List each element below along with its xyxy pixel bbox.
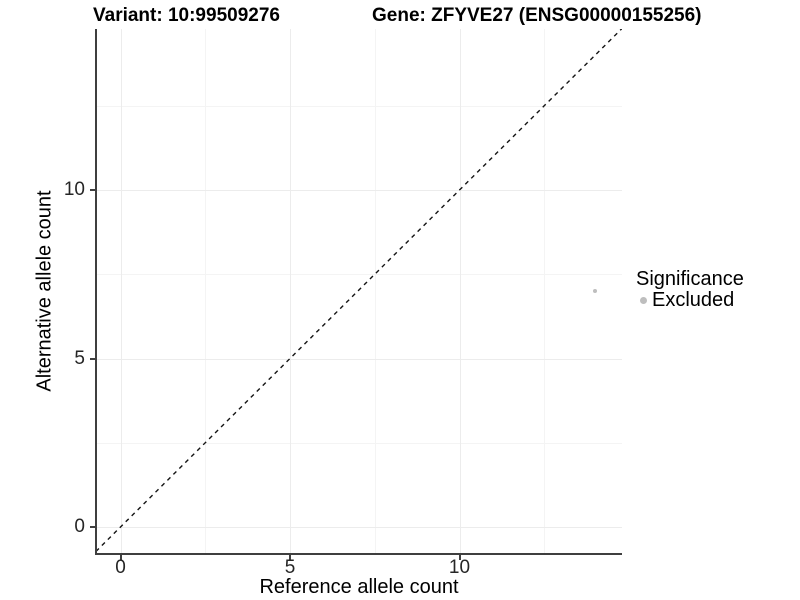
legend-title: Significance xyxy=(636,268,744,290)
x-tick-mark xyxy=(289,555,291,560)
legend: Significance Excluded xyxy=(636,268,744,311)
gridline-major-vertical xyxy=(290,29,291,553)
gridline-minor-vertical xyxy=(205,29,207,553)
x-tick-mark xyxy=(119,555,122,560)
y-tick-label: 0 xyxy=(74,516,85,537)
gridline-minor-horizontal xyxy=(97,274,622,276)
plot-title-variant: Variant: 10:99509276 xyxy=(93,5,280,26)
y-tick-mark xyxy=(90,189,95,191)
gridline-major-horizontal xyxy=(97,527,622,528)
y-tick-mark xyxy=(90,357,95,360)
x-axis-title: Reference allele count xyxy=(259,576,459,598)
gridline-minor-vertical xyxy=(374,29,376,553)
y-tick-mark xyxy=(90,526,95,528)
legend-point-icon xyxy=(640,297,647,304)
plot-title-gene: Gene: ZFYVE27 (ENSG00000155256) xyxy=(372,5,702,26)
y-tick-label: 5 xyxy=(74,347,85,369)
x-tick-label: 5 xyxy=(284,557,296,578)
legend-item-excluded: Excluded xyxy=(636,289,744,311)
gridline-major-vertical xyxy=(120,29,122,553)
x-tick-mark xyxy=(458,555,461,560)
data-point xyxy=(593,289,598,294)
x-tick-label: 10 xyxy=(448,557,471,578)
identity-line xyxy=(97,29,622,552)
gridline-minor-horizontal xyxy=(97,105,622,107)
gridline-major-horizontal xyxy=(97,190,622,191)
y-axis-title: Alternative allele count xyxy=(33,190,56,392)
gridline-minor-vertical xyxy=(544,29,546,553)
x-tick-label: 0 xyxy=(115,557,126,578)
legend-item-label: Excluded xyxy=(652,289,735,311)
plot-panel xyxy=(95,29,622,555)
gridline-minor-horizontal xyxy=(97,442,622,444)
gridline-major-vertical xyxy=(459,29,461,553)
y-tick-label: 10 xyxy=(63,179,85,200)
gridline-major-horizontal xyxy=(97,358,622,360)
